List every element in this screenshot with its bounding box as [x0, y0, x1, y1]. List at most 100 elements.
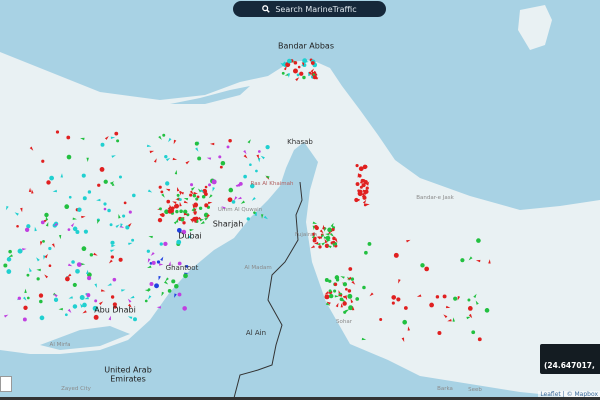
vessel-marker[interactable]	[149, 261, 153, 265]
vessel-marker[interactable]	[398, 279, 401, 284]
vessel-marker[interactable]	[28, 187, 32, 192]
vessel-marker[interactable]	[344, 287, 348, 291]
vessel-marker[interactable]	[93, 252, 98, 256]
vessel-marker[interactable]	[158, 135, 162, 140]
vessel-marker[interactable]	[339, 297, 344, 302]
vessel-marker[interactable]	[261, 214, 264, 219]
vessel-marker[interactable]	[53, 222, 58, 227]
vessel-marker[interactable]	[199, 219, 204, 222]
vessel-marker[interactable]	[442, 294, 447, 299]
vessel-marker[interactable]	[168, 261, 171, 266]
vessel-marker[interactable]	[393, 252, 399, 258]
vessel-marker[interactable]	[154, 283, 159, 289]
vessel-marker[interactable]	[364, 250, 368, 255]
vessel-marker[interactable]	[116, 139, 120, 143]
search-bar[interactable]: Search MarineTraffic	[233, 1, 386, 17]
vessel-marker[interactable]	[295, 77, 300, 82]
vessel-marker[interactable]	[110, 255, 115, 259]
vessel-marker[interactable]	[247, 139, 251, 144]
vessel-marker[interactable]	[64, 204, 70, 210]
vessel-marker[interactable]	[52, 189, 57, 193]
vessel-marker[interactable]	[287, 73, 291, 78]
vessel-marker[interactable]	[36, 268, 41, 272]
vessel-marker[interactable]	[161, 193, 165, 198]
vessel-marker[interactable]	[127, 298, 132, 303]
vessel-marker[interactable]	[192, 203, 196, 209]
vessel-marker[interactable]	[36, 257, 40, 262]
vessel-marker[interactable]	[403, 306, 408, 310]
vessel-marker[interactable]	[127, 316, 133, 320]
vessel-marker[interactable]	[107, 283, 112, 286]
vessel-marker[interactable]	[350, 277, 355, 281]
vessel-marker[interactable]	[369, 292, 374, 297]
vessel-marker[interactable]	[109, 223, 113, 227]
vessel-marker[interactable]	[108, 259, 113, 264]
vessel-marker[interactable]	[198, 206, 203, 210]
vessel-marker[interactable]	[348, 267, 353, 271]
vessel-marker[interactable]	[107, 208, 111, 213]
vessel-marker[interactable]	[80, 137, 85, 141]
vessel-marker[interactable]	[396, 297, 401, 302]
vessel-marker[interactable]	[212, 187, 216, 192]
vessel-marker[interactable]	[297, 65, 301, 69]
vessel-marker[interactable]	[312, 232, 316, 236]
vessel-marker[interactable]	[40, 220, 45, 225]
vessel-marker[interactable]	[112, 277, 117, 282]
vessel-marker[interactable]	[197, 156, 202, 161]
vessel-marker[interactable]	[51, 243, 55, 248]
vessel-marker[interactable]	[435, 295, 440, 299]
vessel-marker[interactable]	[99, 167, 105, 172]
vessel-marker[interactable]	[49, 175, 54, 181]
vessel-marker[interactable]	[171, 279, 176, 284]
vessel-marker[interactable]	[328, 289, 332, 293]
vessel-marker[interactable]	[362, 164, 368, 170]
vessel-marker[interactable]	[330, 222, 334, 228]
vessel-marker[interactable]	[365, 186, 369, 190]
vessel-marker[interactable]	[159, 207, 162, 211]
vessel-marker[interactable]	[179, 191, 184, 195]
vessel-marker[interactable]	[471, 330, 476, 335]
vessel-marker[interactable]	[207, 201, 213, 205]
vessel-marker[interactable]	[183, 200, 189, 204]
vessel-marker[interactable]	[97, 183, 101, 187]
vessel-marker[interactable]	[324, 294, 330, 300]
vessel-marker[interactable]	[194, 218, 197, 223]
vessel-marker[interactable]	[315, 71, 318, 76]
vessel-marker[interactable]	[87, 276, 92, 281]
vessel-marker[interactable]	[66, 135, 71, 140]
vessel-marker[interactable]	[311, 234, 316, 239]
vessel-marker[interactable]	[22, 317, 27, 322]
vessel-marker[interactable]	[122, 214, 126, 218]
vessel-marker[interactable]	[22, 248, 27, 251]
vessel-marker[interactable]	[174, 169, 178, 175]
vessel-marker[interactable]	[148, 235, 153, 239]
vessel-marker[interactable]	[72, 226, 78, 232]
vessel-marker[interactable]	[191, 207, 195, 212]
vessel-marker[interactable]	[66, 154, 72, 160]
vessel-marker[interactable]	[475, 259, 481, 263]
vessel-marker[interactable]	[26, 224, 31, 229]
vessel-marker[interactable]	[200, 189, 205, 193]
vessel-marker[interactable]	[317, 236, 323, 240]
vessel-marker[interactable]	[228, 138, 232, 143]
vessel-marker[interactable]	[178, 198, 182, 201]
vessel-marker[interactable]	[20, 207, 23, 213]
vessel-marker[interactable]	[36, 277, 40, 281]
vessel-marker[interactable]	[299, 71, 304, 76]
vessel-marker[interactable]	[132, 193, 136, 198]
vessel-marker[interactable]	[86, 157, 89, 162]
vessel-marker[interactable]	[467, 298, 471, 302]
vessel-marker[interactable]	[362, 199, 367, 204]
vessel-marker[interactable]	[147, 265, 152, 269]
vessel-marker[interactable]	[333, 282, 338, 287]
vessel-marker[interactable]	[350, 298, 354, 304]
vessel-marker[interactable]	[93, 314, 99, 320]
vessel-marker[interactable]	[8, 249, 12, 254]
vessel-marker[interactable]	[6, 257, 12, 262]
vessel-marker[interactable]	[351, 280, 356, 285]
vessel-marker[interactable]	[81, 246, 87, 252]
vessel-marker[interactable]	[167, 205, 171, 210]
vessel-marker[interactable]	[185, 160, 190, 165]
vessel-marker[interactable]	[89, 253, 94, 257]
vessel-marker[interactable]	[296, 73, 300, 77]
